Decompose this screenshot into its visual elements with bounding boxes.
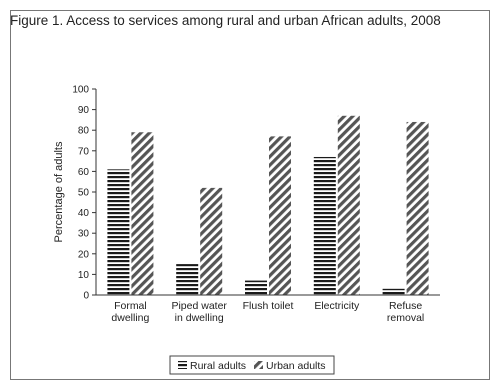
legend: Rural adults Urban adults — [169, 355, 335, 375]
y-tick-label: 40 — [78, 208, 90, 219]
bar-rural — [176, 264, 199, 295]
x-tick-label: Refuse removal — [387, 300, 424, 324]
y-tick-label: 70 — [78, 146, 90, 157]
bars-group — [107, 115, 429, 296]
bar-urban — [200, 187, 223, 295]
y-tick-label: 30 — [78, 229, 90, 240]
bar-urban — [337, 115, 360, 295]
y-tick-label: 90 — [78, 105, 90, 116]
bar-urban — [406, 121, 429, 296]
x-tick-label: Piped water in dwelling — [171, 300, 227, 324]
x-tick-label: Flush toilet — [243, 300, 294, 312]
y-tick-label: 10 — [78, 270, 90, 281]
legend-label-urban: Urban adults — [266, 360, 326, 372]
legend-label-rural: Rural adults — [190, 360, 246, 372]
y-tick-label: 60 — [78, 167, 90, 178]
legend-box — [169, 355, 335, 375]
bar-rural — [107, 169, 130, 295]
y-axis-ticks: 0 10 20 30 40 50 60 70 80 90 100 — [72, 85, 96, 302]
bar-rural — [313, 156, 336, 295]
bar-urban — [269, 136, 291, 295]
x-tick-label: Electricity — [314, 300, 360, 312]
y-tick-label: 20 — [78, 249, 90, 260]
y-tick-label: 100 — [72, 85, 89, 96]
y-tick-label: 50 — [78, 188, 90, 199]
legend-swatch-rural — [178, 361, 187, 369]
bar-rural — [382, 288, 405, 295]
x-axis-labels: Formal dwelling Piped water in dwelling Flus… — [111, 300, 424, 324]
x-tick-label: Formal dwelling — [111, 300, 149, 324]
legend-swatch-urban — [254, 361, 263, 369]
bar-urban — [131, 132, 154, 295]
chart-title: Figure 1. Access to services among rural… — [10, 13, 441, 28]
bar-rural — [245, 280, 267, 295]
y-axis-title: Percentage of adults — [53, 141, 65, 242]
y-tick-label: 80 — [78, 126, 90, 137]
y-tick-label: 0 — [83, 291, 89, 302]
